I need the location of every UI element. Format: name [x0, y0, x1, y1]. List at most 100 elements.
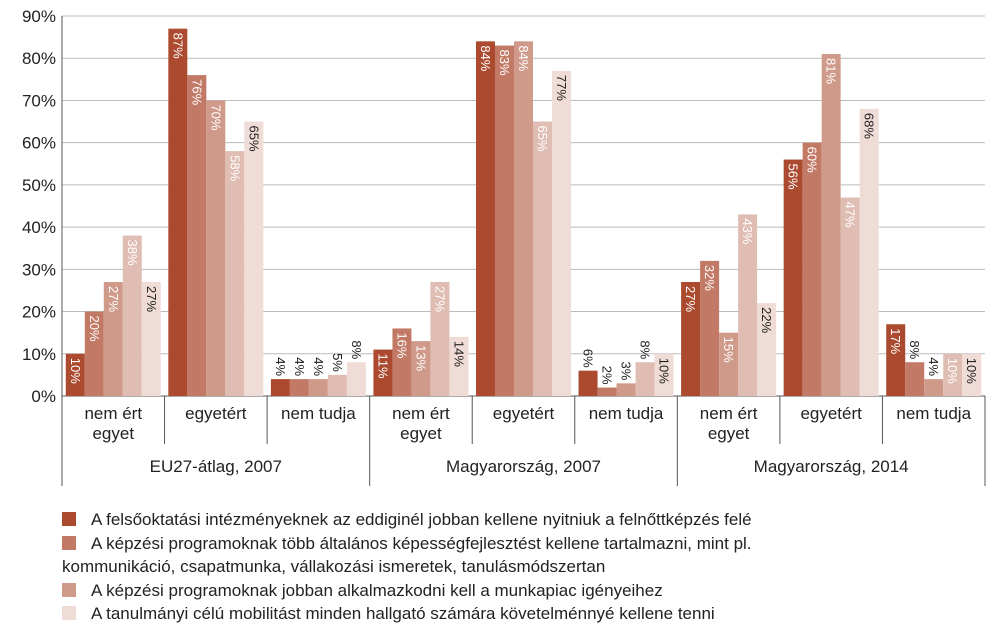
bar	[168, 28, 188, 397]
y-tick-label: 60%	[22, 134, 56, 153]
value-label: 58%	[227, 155, 242, 181]
value-label: 65%	[535, 126, 550, 152]
group-label: Magyarország, 2007	[446, 457, 601, 476]
value-label: 3%	[619, 362, 634, 381]
bar	[616, 383, 636, 396]
value-label: 83%	[497, 50, 512, 76]
bar	[411, 341, 431, 396]
bar	[392, 328, 412, 396]
value-label: 47%	[843, 202, 858, 228]
y-tick-label: 70%	[22, 91, 56, 110]
value-label: 43%	[740, 218, 755, 244]
x-tick-label: nem ért egyet	[699, 404, 758, 443]
value-label: 22%	[759, 307, 774, 333]
bar	[327, 374, 347, 396]
value-label: 4%	[311, 357, 326, 376]
x-tick-label: nem tudja	[281, 404, 356, 423]
y-tick-label: 10%	[22, 345, 56, 364]
value-label: 70%	[208, 104, 223, 130]
value-label: 14%	[451, 341, 466, 367]
y-tick-label: 40%	[22, 218, 56, 237]
x-tick-label: egyetért	[800, 404, 862, 423]
legend-swatch	[62, 535, 76, 550]
bar	[308, 379, 328, 396]
legend-entry: A felsőoktatási intézményeknek az eddigi…	[62, 508, 982, 532]
bar	[141, 282, 161, 396]
x-tick-label: nem ért egyet	[84, 404, 143, 443]
value-label: 6%	[581, 349, 596, 368]
bar	[373, 349, 393, 396]
bar	[681, 282, 701, 396]
group-label: Magyarország, 2014	[753, 457, 909, 476]
bar	[103, 282, 123, 396]
bar	[225, 151, 245, 396]
legend-swatch	[62, 582, 76, 597]
value-label: 10%	[964, 358, 979, 384]
value-label: 20%	[87, 316, 102, 342]
bar	[206, 100, 226, 396]
value-label: 27%	[683, 286, 698, 312]
y-tick-label: 30%	[22, 260, 56, 279]
value-label: 2%	[600, 366, 615, 385]
legend: A felsőoktatási intézményeknek az eddigi…	[62, 508, 982, 626]
group-label: EU27-átlag, 2007	[149, 457, 282, 476]
bar	[802, 142, 822, 396]
bar	[84, 311, 104, 396]
y-tick-label: 0%	[31, 387, 56, 406]
bar	[449, 336, 469, 396]
legend-label: A képzési programoknak több általános ké…	[62, 533, 752, 577]
bar	[962, 353, 982, 396]
legend-swatch	[62, 606, 76, 620]
bar	[578, 370, 598, 396]
value-label: 17%	[888, 328, 903, 354]
bar	[187, 75, 207, 396]
x-tick-label: nem ért egyet	[392, 404, 450, 443]
legend-entry: A képzési programoknak jobban alkalmazko…	[62, 579, 982, 603]
value-label: 27%	[106, 286, 121, 312]
bar	[495, 45, 514, 397]
bar	[840, 197, 860, 396]
value-label: 27%	[432, 286, 447, 312]
bar	[821, 54, 841, 396]
value-label: 10%	[68, 358, 83, 384]
y-tick-label: 50%	[22, 176, 56, 195]
bar	[476, 41, 495, 396]
legend-swatch	[62, 512, 76, 526]
legend-label: A képzési programoknak jobban alkalmazko…	[91, 580, 663, 600]
value-label: 15%	[721, 337, 736, 363]
x-tick-label: egyetért	[492, 404, 555, 423]
value-label: 68%	[862, 113, 877, 139]
legend-entry: A képzési programoknak több általános ké…	[62, 532, 844, 579]
bar	[886, 324, 906, 396]
x-tick-label: nem tudja	[896, 404, 972, 423]
y-tick-label: 20%	[22, 303, 56, 322]
bar	[783, 159, 803, 396]
bar	[757, 303, 777, 396]
bar	[700, 260, 720, 396]
value-label: 84%	[516, 45, 531, 71]
value-label: 60%	[805, 147, 820, 173]
bar	[270, 379, 290, 396]
value-label: 13%	[413, 345, 428, 371]
value-label: 4%	[273, 357, 288, 376]
value-label: 87%	[170, 33, 185, 59]
value-label: 8%	[638, 340, 653, 359]
bar	[289, 379, 309, 396]
bar	[654, 353, 674, 396]
bar	[719, 332, 739, 396]
legend-label: A tanulmányi célú mobilitást minden hall…	[91, 604, 715, 623]
value-label: 8%	[907, 340, 922, 359]
legend-entry: A tanulmányi célú mobilitást minden hall…	[62, 602, 982, 626]
bar	[122, 235, 142, 396]
y-tick-label: 90%	[22, 7, 56, 26]
bar	[430, 282, 450, 396]
value-label: 8%	[349, 340, 364, 359]
value-label: 4%	[926, 357, 941, 376]
value-label: 81%	[824, 58, 839, 84]
bar	[635, 362, 655, 396]
bar	[533, 121, 552, 397]
value-label: 84%	[478, 45, 493, 71]
value-label: 5%	[330, 353, 345, 372]
value-label: 4%	[292, 357, 307, 376]
